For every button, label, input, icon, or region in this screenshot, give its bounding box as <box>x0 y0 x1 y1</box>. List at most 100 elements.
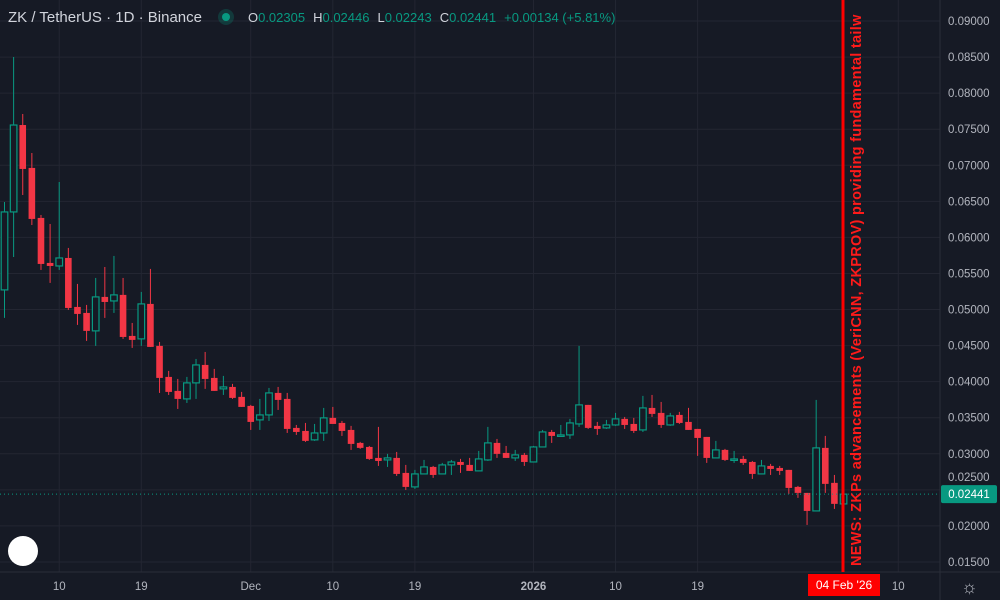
x-tick-label: Dec <box>241 581 262 593</box>
candle <box>137 291 146 346</box>
candle-body <box>247 405 255 422</box>
candle-body <box>429 466 437 475</box>
candle-body <box>183 382 191 400</box>
candle <box>556 424 565 438</box>
candle-body <box>19 125 27 169</box>
candle <box>493 438 501 458</box>
last-price-label: 0.02441 <box>948 489 990 501</box>
candle-body <box>794 486 802 493</box>
candle <box>128 322 136 348</box>
candle <box>721 448 729 461</box>
market-status-icon[interactable] <box>217 9 234 25</box>
candle <box>648 394 656 417</box>
candle-body <box>556 434 565 438</box>
candle <box>584 404 592 429</box>
candle <box>502 445 510 458</box>
close-value: 0.02441 <box>449 9 497 25</box>
candle-body <box>411 473 419 488</box>
candle-body <box>447 461 456 466</box>
candle-body <box>457 461 464 465</box>
candle <box>575 345 583 427</box>
candle-body <box>521 454 528 462</box>
candle <box>822 435 829 493</box>
candle <box>255 398 264 430</box>
candle <box>347 425 355 450</box>
y-tick-label: 0.07500 <box>948 124 990 136</box>
high-value: 0.02446 <box>322 9 370 25</box>
candle-body <box>156 345 163 378</box>
symbol-title[interactable]: ZK / TetherUS · 1D · Binance <box>8 8 202 26</box>
x-tick-label: 10 <box>609 581 622 593</box>
candle-body <box>831 482 838 504</box>
candle-body <box>338 422 346 431</box>
candle-body <box>274 392 282 400</box>
x-tick-label: 2026 <box>521 581 547 593</box>
candle <box>538 429 547 448</box>
candle-body <box>730 458 738 462</box>
candle <box>638 395 647 432</box>
candle-body <box>648 407 656 414</box>
candle-body <box>474 458 483 472</box>
candle-body <box>366 446 373 459</box>
candle-body <box>192 364 200 384</box>
candle-body <box>28 167 36 219</box>
candle <box>529 445 538 463</box>
y-tick-label: 0.09000 <box>948 16 990 28</box>
low-value: 0.02243 <box>384 9 432 25</box>
candle <box>101 266 109 318</box>
candle <box>466 457 473 471</box>
candle <box>803 492 811 525</box>
x-tick-label: 10 <box>326 581 339 593</box>
candle-body <box>703 436 711 458</box>
candle <box>156 341 163 393</box>
candle-body <box>302 430 309 441</box>
candle-body <box>393 457 400 474</box>
candle-body <box>329 417 337 424</box>
candle-body <box>110 294 118 302</box>
candle-body <box>119 294 127 337</box>
candle <box>302 422 309 442</box>
candle-body <box>594 425 601 429</box>
candle <box>74 283 81 325</box>
y-tick-label: 0.04500 <box>948 341 990 353</box>
candle <box>411 469 419 489</box>
candle-body <box>420 466 428 475</box>
high-label: H <box>313 9 323 25</box>
candle <box>375 426 382 466</box>
open-value: 0.02305 <box>258 9 306 25</box>
candle-body <box>293 427 300 432</box>
candle <box>19 113 27 195</box>
candle-body <box>310 432 319 441</box>
candle <box>65 247 72 310</box>
y-tick-label: 0.06500 <box>948 196 990 208</box>
candle <box>219 375 228 395</box>
x-tick-label: 19 <box>135 581 148 593</box>
candle-body <box>347 429 355 444</box>
candle <box>711 440 720 459</box>
candle <box>174 378 182 409</box>
y-tick-label: 0.05500 <box>948 268 990 280</box>
candle <box>46 223 54 283</box>
candle-body <box>319 417 328 434</box>
candle <box>165 370 172 395</box>
ohlc-values: O0.02305 H0.02446 L0.02243 C0.02441 +0.0… <box>248 10 615 25</box>
settings-gear-icon[interactable]: ☼ <box>961 577 978 597</box>
y-tick-label: 0.03500 <box>948 413 990 425</box>
last-price-badge <box>941 485 997 504</box>
tradingview-logo[interactable] <box>8 536 38 566</box>
candle-body <box>283 398 291 429</box>
candle <box>521 452 528 466</box>
candle-body <box>46 262 54 266</box>
candle-body <box>483 442 492 461</box>
candle <box>91 277 100 346</box>
candle <box>329 406 337 424</box>
candle-body <box>37 217 45 264</box>
candle-body <box>502 452 510 458</box>
candle <box>402 464 410 490</box>
candle-body <box>375 457 382 461</box>
candle <box>338 420 346 436</box>
y-tick-label: 0.06000 <box>948 232 990 244</box>
candle <box>676 411 683 424</box>
x-tick-label: 19 <box>691 581 704 593</box>
